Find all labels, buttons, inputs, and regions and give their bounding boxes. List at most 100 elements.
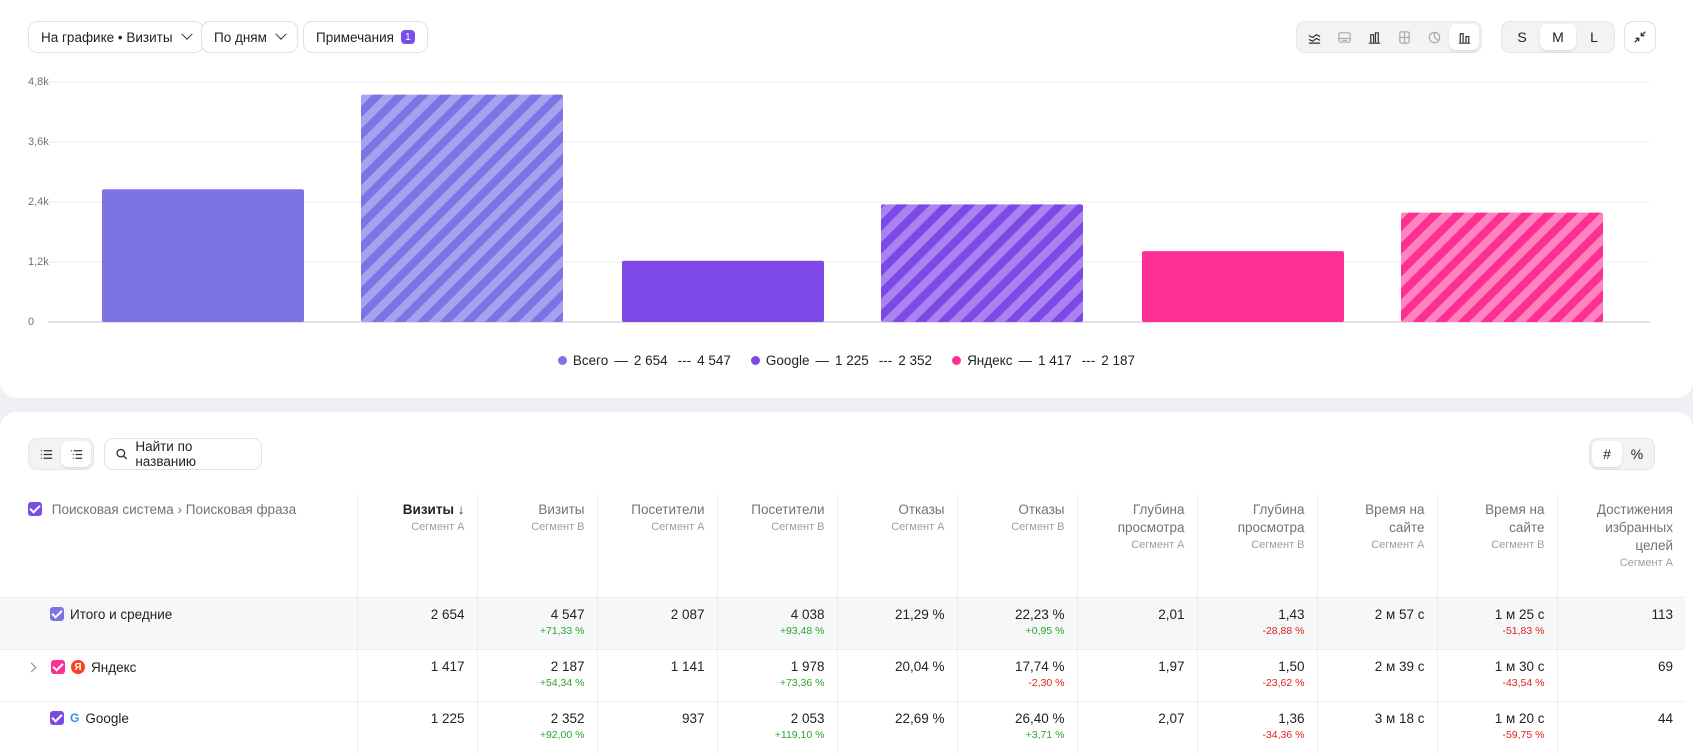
bar-Google-a[interactable] <box>622 260 824 322</box>
legend-item-total[interactable]: Всего — 2 654 --- 4 547 <box>557 353 731 368</box>
cell-value: 1 141 <box>670 658 705 674</box>
legend-label: Всего <box>572 353 609 368</box>
size-m-button[interactable]: M <box>1540 24 1576 50</box>
bar-chart-icon <box>1368 31 1380 44</box>
row-label: Итого и средние <box>70 606 173 622</box>
cell-value: 3 м 18 с <box>1374 710 1425 726</box>
collapse-chart-button[interactable] <box>1624 21 1656 53</box>
cell-value: 1 м 20 с <box>1494 710 1545 726</box>
column-header-bounces-b[interactable]: Отказы Сегмент B <box>956 493 1077 598</box>
column-header-visitors-a[interactable]: Посетители Сегмент A <box>596 493 717 598</box>
cell-delta: -43,54 % <box>1502 676 1545 689</box>
table-cell: 937 <box>596 701 717 753</box>
row-dimension-cell[interactable]: G Google <box>0 701 357 753</box>
cell-value: 1 417 <box>430 658 465 674</box>
column-header-depth-b[interactable]: Глубина просмотра Сегмент B <box>1196 493 1317 598</box>
dimension-header[interactable]: Поисковая система › Поисковая фраза <box>0 493 357 598</box>
row-checkbox[interactable] <box>50 711 64 725</box>
cell-value: 113 <box>1651 606 1673 622</box>
bar-Всего-a[interactable] <box>102 189 304 322</box>
absolute-values-button[interactable]: # <box>1592 441 1622 467</box>
bar-Яндекс-a[interactable] <box>1142 251 1344 322</box>
table-cell: 2,01 <box>1076 597 1197 650</box>
dimension-header-label: Поисковая система › Поисковая фраза <box>51 502 297 517</box>
cell-value: 1,36 <box>1278 710 1305 726</box>
legend-item-google[interactable]: Google — 1 225 --- 2 352 <box>750 353 932 368</box>
search-input[interactable]: Найти по названию <box>104 438 262 470</box>
bar-Яндекс-b[interactable] <box>1401 212 1603 322</box>
bar-Всего-b[interactable] <box>361 94 563 323</box>
chevron-right-icon[interactable] <box>26 662 37 672</box>
legend-solid-icon: — <box>1018 353 1032 368</box>
column-header-depth-a[interactable]: Глубина просмотра Сегмент A <box>1076 493 1197 598</box>
column-header-time-b[interactable]: Время на сайте Сегмент B <box>1436 493 1557 598</box>
area-chart-button[interactable] <box>1329 24 1359 50</box>
stacked-bar-button[interactable] <box>1389 24 1419 50</box>
line-chart-icon <box>1308 33 1320 44</box>
column-header-visitors-b[interactable]: Посетители Сегмент B <box>716 493 837 598</box>
table-cell: 21,29 % <box>836 597 957 650</box>
table-cell: 2 187 +54,34 % <box>476 649 597 702</box>
size-s-button[interactable]: S <box>1517 29 1527 45</box>
pie-chart-button[interactable] <box>1419 24 1449 50</box>
chart-metric-label: На графике • Визиты <box>41 29 173 45</box>
table-row[interactable]: G Google 1 225 2 352 +92,00 % 937 2 053 +119,10… <box>0 701 1685 753</box>
column-header-visits-a[interactable]: Визиты ↓ Сегмент A <box>356 493 477 598</box>
cell-delta: +54,34 % <box>539 676 585 689</box>
table-cell: 3 м 18 с <box>1316 701 1437 753</box>
column-header-visits-b[interactable]: Визиты Сегмент B <box>476 493 597 598</box>
column-segment: Сегмент B <box>771 521 825 533</box>
chart-metric-dropdown[interactable]: На графике • Визиты <box>28 21 204 53</box>
size-l-button[interactable]: L <box>1590 29 1598 45</box>
cell-value: 44 <box>1657 710 1673 726</box>
select-all-checkbox[interactable] <box>28 502 42 516</box>
column-header-time-a[interactable]: Время на сайте Сегмент A <box>1316 493 1437 598</box>
row-name: G Google <box>50 711 129 726</box>
sort-arrow-icon: ↓ <box>457 502 465 517</box>
column-segment: Сегмент A <box>1131 539 1185 551</box>
row-dimension-cell[interactable]: Я Яндекс <box>0 649 357 702</box>
table-cell: 2 м 57 с <box>1316 597 1437 650</box>
percent-values-button[interactable]: % <box>1630 446 1644 462</box>
line-chart-button[interactable] <box>1299 24 1329 50</box>
row-checkbox[interactable] <box>50 607 64 621</box>
total-row[interactable]: Итого и средние 2 654 4 547 +71,33 % 2 087 4 … <box>0 597 1685 650</box>
cell-delta: +119,10 % <box>774 728 825 741</box>
row-dimension-cell[interactable]: Итого и средние <box>0 597 357 650</box>
legend-value-a: 2 654 <box>633 353 668 368</box>
table-cell: 22,69 % <box>836 701 957 753</box>
cell-delta: +3,71 % <box>1025 728 1065 741</box>
notes-label: Примечания <box>316 29 394 45</box>
column-label: Отказы <box>898 502 945 517</box>
table-cell: 4 038 +93,48 % <box>716 597 837 650</box>
column-header-bounces-a[interactable]: Отказы Сегмент A <box>836 493 957 598</box>
cell-value: 21,29 % <box>894 606 945 622</box>
bar-chart-button[interactable] <box>1359 24 1389 50</box>
y-tick-label: 1,2k <box>28 256 49 268</box>
cell-value: 26,40 % <box>1014 710 1065 726</box>
legend-dashed-icon: --- <box>1081 353 1096 368</box>
table-view-switcher <box>28 438 94 470</box>
column-header-goals-a[interactable]: Достижения избранных целей Сегмент A <box>1556 493 1685 598</box>
table-cell: 1 м 25 с -51,83 % <box>1436 597 1557 650</box>
y-tick-label: 0 <box>28 316 34 328</box>
cell-value: 1,97 <box>1158 658 1185 674</box>
notes-button[interactable]: Примечания 1 <box>303 21 428 53</box>
search-icon <box>116 448 128 460</box>
legend-value-b: 4 547 <box>697 353 731 368</box>
table-cell: 4 547 +71,33 % <box>476 597 597 650</box>
column-label: Посетители <box>751 502 825 517</box>
bar-Google-b[interactable] <box>881 204 1083 322</box>
cell-value: 2 м 39 с <box>1374 658 1425 674</box>
tree-list-button[interactable] <box>61 441 91 467</box>
grouped-bar-button[interactable] <box>1449 24 1479 50</box>
legend-label: Яндекс <box>967 353 1013 368</box>
column-label: Достижения избранных целей <box>1596 502 1673 553</box>
grouping-dropdown[interactable]: По дням <box>201 21 298 53</box>
legend-item-yandex[interactable]: Яндекс — 1 417 --- 2 187 <box>952 353 1135 368</box>
table-row[interactable]: Я Яндекс 1 417 2 187 +54,34 % 1 141 1 978 +73,3… <box>0 649 1685 702</box>
cell-value: 2 087 <box>670 606 705 622</box>
row-checkbox[interactable] <box>51 660 65 674</box>
row-name: Итого и средние <box>50 607 172 622</box>
flat-list-button[interactable] <box>31 441 61 467</box>
